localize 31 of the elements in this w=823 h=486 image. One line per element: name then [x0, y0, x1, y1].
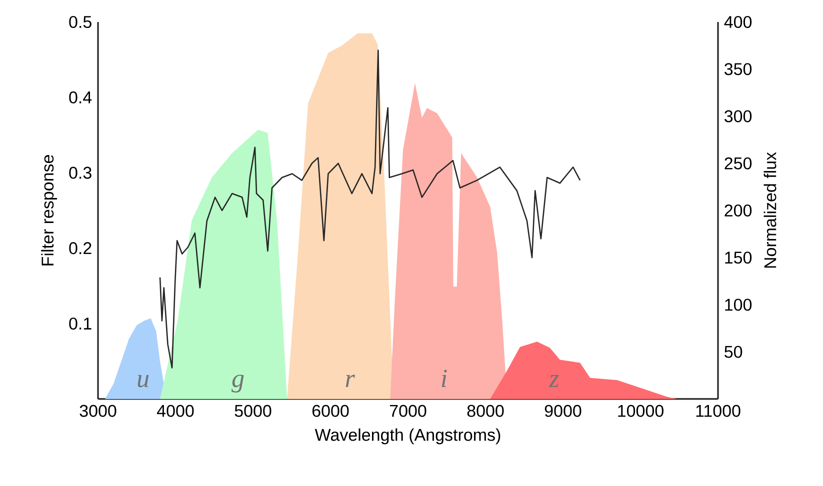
y-tick-label: 0.4	[69, 91, 92, 104]
annotation: z	[548, 375, 559, 387]
y2-tick-label: 200	[724, 204, 752, 217]
y-tick-label: 0.3	[69, 166, 92, 179]
y-tick-label: 0.2	[69, 242, 92, 254]
y-tick-label: 0.1	[69, 318, 92, 330]
annotation: g	[232, 374, 244, 393]
x-tick-label: 5000	[234, 404, 272, 417]
y2-tick-label: 150	[725, 252, 752, 264]
x-tick-label: 8000	[467, 404, 504, 417]
y2-axis-title: Normalized flux	[764, 152, 776, 268]
x-tick-label: 10000	[618, 404, 664, 417]
annotation: u	[138, 375, 149, 388]
line-series	[159, 50, 581, 369]
y2-tick-label: 250	[724, 157, 752, 170]
x-tick-label: 9000	[544, 404, 582, 417]
y2-tick-label: 100	[725, 298, 752, 311]
annotation: r	[346, 374, 355, 387]
x-tick-label: 11000	[696, 404, 740, 417]
annotation: i	[442, 370, 447, 387]
y2-tick-label: 300	[724, 110, 752, 122]
y-axis-title: Filter response	[41, 155, 57, 266]
y2-tick-label: 350	[724, 63, 752, 76]
x-tick-label: 4000	[156, 404, 194, 417]
x-tick-label: 6000	[312, 404, 349, 417]
y-tick-label: 0.5	[69, 16, 92, 28]
x-tick-label: 7000	[390, 404, 426, 417]
y2-tick-label: 400	[724, 16, 752, 28]
y2-tick-label: 50	[724, 346, 742, 358]
x-axis-title: Wavelength (Angstroms)	[314, 428, 500, 444]
x-tick-label: 3000	[80, 404, 116, 417]
